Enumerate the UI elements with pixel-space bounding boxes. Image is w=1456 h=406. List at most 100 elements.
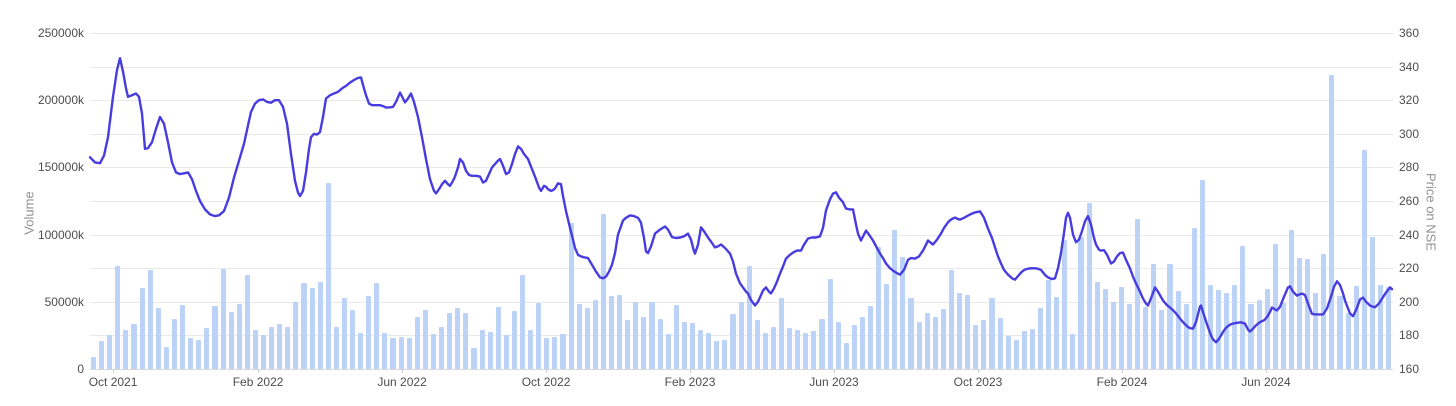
volume-bar[interactable]	[317, 281, 323, 369]
volume-bar[interactable]	[1191, 227, 1197, 369]
volume-bar[interactable]	[835, 322, 841, 369]
volume-bar[interactable]	[204, 327, 210, 369]
volume-bar[interactable]	[1159, 309, 1165, 369]
volume-bar[interactable]	[1216, 289, 1222, 369]
volume-bar[interactable]	[1127, 304, 1133, 369]
volume-bar[interactable]	[1102, 288, 1108, 369]
volume-bar[interactable]	[932, 316, 938, 369]
volume-bar[interactable]	[1280, 303, 1286, 369]
volume-bar[interactable]	[503, 335, 509, 369]
volume-bar[interactable]	[868, 305, 874, 369]
volume-bar[interactable]	[430, 333, 437, 369]
volume-bar[interactable]	[366, 296, 372, 369]
volume-bar[interactable]	[115, 265, 121, 369]
volume-bar[interactable]	[633, 302, 639, 369]
volume-bar[interactable]	[560, 333, 566, 369]
volume-bar[interactable]	[1345, 313, 1351, 369]
volume-bar[interactable]	[1256, 299, 1262, 369]
volume-bar[interactable]	[625, 320, 631, 369]
volume-bar[interactable]	[447, 313, 453, 369]
volume-bar[interactable]	[1224, 293, 1230, 369]
volume-bar[interactable]	[1046, 279, 1052, 369]
volume-bar[interactable]	[1070, 334, 1076, 369]
volume-bar[interactable]	[1021, 331, 1027, 369]
volume-bar[interactable]	[1337, 296, 1343, 369]
volume-bar[interactable]	[139, 287, 145, 369]
volume-bar[interactable]	[390, 337, 396, 369]
volume-bar[interactable]	[358, 332, 364, 369]
volume-bar[interactable]	[277, 323, 283, 369]
volume-bar[interactable]	[91, 357, 97, 369]
volume-bar[interactable]	[1143, 306, 1149, 369]
volume-bar[interactable]	[536, 303, 542, 369]
volume-bar[interactable]	[285, 326, 291, 369]
volume-bar[interactable]	[584, 307, 590, 369]
volume-bar[interactable]	[859, 317, 865, 369]
volume-bar[interactable]	[1329, 75, 1335, 369]
volume-bar[interactable]	[406, 338, 412, 369]
volume-bar[interactable]	[730, 314, 736, 369]
volume-bar[interactable]	[657, 318, 663, 369]
volume-bar[interactable]	[1013, 339, 1019, 369]
volume-bar[interactable]	[1054, 297, 1060, 369]
volume-bar[interactable]	[592, 299, 598, 369]
volume-bar[interactable]	[147, 269, 153, 369]
volume-bar[interactable]	[795, 329, 801, 369]
volume-bar[interactable]	[325, 182, 331, 369]
volume-bar[interactable]	[568, 223, 574, 369]
volume-bar[interactable]	[260, 335, 267, 369]
volume-bar[interactable]	[1369, 237, 1375, 369]
volume-bar[interactable]	[617, 294, 623, 369]
volume-bar[interactable]	[1005, 335, 1011, 369]
volume-bar[interactable]	[155, 307, 161, 369]
volume-bar[interactable]	[528, 329, 534, 369]
volume-bar[interactable]	[851, 324, 857, 369]
volume-bar[interactable]	[600, 213, 606, 369]
volume-bar[interactable]	[689, 323, 696, 369]
volume-bar[interactable]	[681, 322, 687, 369]
volume-bar[interactable]	[1353, 286, 1359, 369]
volume-bar[interactable]	[940, 308, 946, 369]
volume-bar[interactable]	[843, 343, 849, 369]
volume-bar[interactable]	[876, 247, 882, 369]
volume-bar[interactable]	[1167, 263, 1173, 369]
volume-bar[interactable]	[131, 323, 137, 369]
volume-bar[interactable]	[1183, 304, 1189, 369]
volume-bar[interactable]	[1199, 180, 1205, 369]
volume-bar[interactable]	[1377, 285, 1383, 369]
volume-bar[interactable]	[770, 326, 776, 369]
volume-bar[interactable]	[916, 322, 922, 369]
volume-bar[interactable]	[301, 282, 307, 369]
volume-bar[interactable]	[220, 268, 226, 369]
volume-bar[interactable]	[269, 326, 275, 369]
volume-bar[interactable]	[957, 293, 963, 369]
volume-bar[interactable]	[1305, 258, 1311, 369]
volume-bar[interactable]	[171, 318, 178, 369]
volume-bar[interactable]	[827, 278, 833, 369]
volume-bar[interactable]	[1151, 263, 1157, 369]
volume-bar[interactable]	[107, 335, 113, 369]
volume-bar[interactable]	[1272, 244, 1278, 369]
volume-bar[interactable]	[236, 303, 242, 369]
volume-bar[interactable]	[422, 309, 428, 369]
volume-bar[interactable]	[948, 269, 955, 369]
volume-bar[interactable]	[1264, 288, 1270, 369]
volume-bar[interactable]	[196, 339, 202, 369]
volume-bar[interactable]	[1175, 291, 1181, 369]
volume-bar[interactable]	[973, 324, 979, 369]
volume-bar[interactable]	[1232, 285, 1238, 369]
volume-bar[interactable]	[188, 337, 194, 369]
volume-bar[interactable]	[714, 340, 720, 369]
volume-bar[interactable]	[544, 337, 550, 369]
volume-bar[interactable]	[1110, 302, 1116, 369]
volume-bar[interactable]	[884, 284, 890, 369]
volume-bar[interactable]	[163, 347, 169, 369]
volume-bar[interactable]	[455, 307, 461, 369]
volume-bar[interactable]	[989, 297, 995, 369]
volume-bar[interactable]	[495, 306, 501, 369]
volume-bar[interactable]	[819, 318, 825, 369]
volume-bar[interactable]	[722, 339, 728, 369]
volume-bar[interactable]	[811, 331, 817, 369]
volume-bar[interactable]	[382, 332, 388, 369]
volume-bar[interactable]	[1078, 237, 1084, 369]
